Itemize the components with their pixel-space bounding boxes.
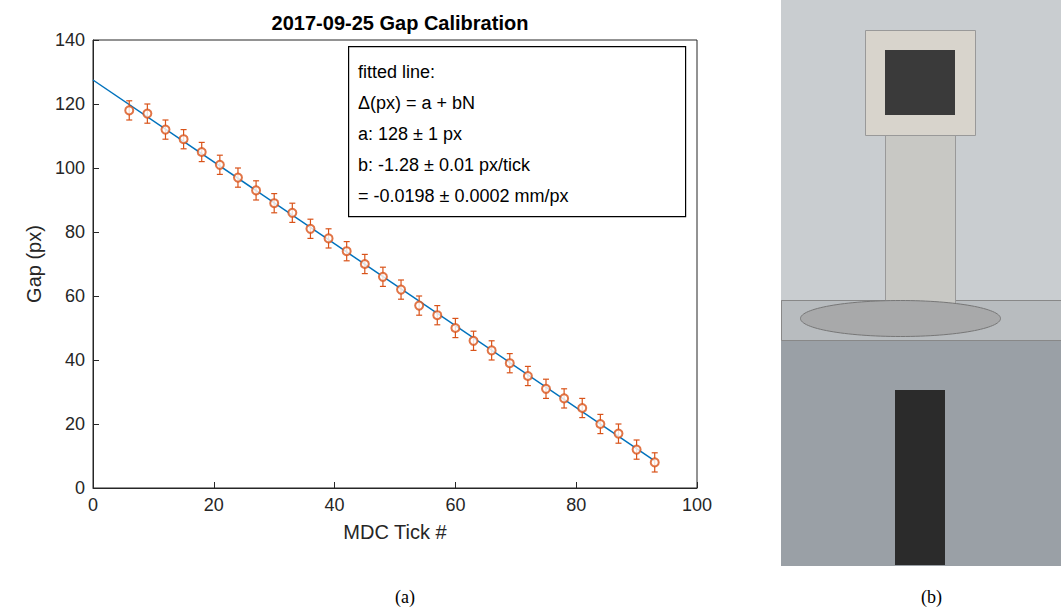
svg-text:= -0.0198 ± 0.0002 mm/px: = -0.0198 ± 0.0002 mm/px [358,186,569,206]
svg-text:120: 120 [55,94,85,114]
svg-text:60: 60 [445,495,465,515]
svg-text:Gap (px): Gap (px) [23,225,45,303]
svg-text:80: 80 [566,495,586,515]
svg-text:(b): (b) [921,587,942,608]
svg-text:60: 60 [65,286,85,306]
svg-text:0: 0 [88,495,98,515]
svg-text:MDC Tick #: MDC Tick # [343,521,447,543]
svg-text:(a): (a) [395,587,415,608]
svg-text:40: 40 [325,495,345,515]
svg-text:a: 128 ± 1 px: a: 128 ± 1 px [358,124,462,144]
svg-text:100: 100 [55,158,85,178]
svg-text:80: 80 [65,222,85,242]
svg-text:fitted line:: fitted line: [358,62,435,82]
svg-text:20: 20 [65,414,85,434]
svg-text:20: 20 [204,495,224,515]
svg-text:b: -1.28 ± 0.01 px/tick: b: -1.28 ± 0.01 px/tick [358,155,531,175]
svg-text:100: 100 [682,495,712,515]
svg-text:40: 40 [65,350,85,370]
svg-text:2017-09-25 Gap Calibration: 2017-09-25 Gap Calibration [272,12,529,34]
svg-text:140: 140 [55,30,85,50]
svg-text:Δ(px) = a + bN: Δ(px) = a + bN [358,93,475,113]
svg-text:0: 0 [75,478,85,498]
